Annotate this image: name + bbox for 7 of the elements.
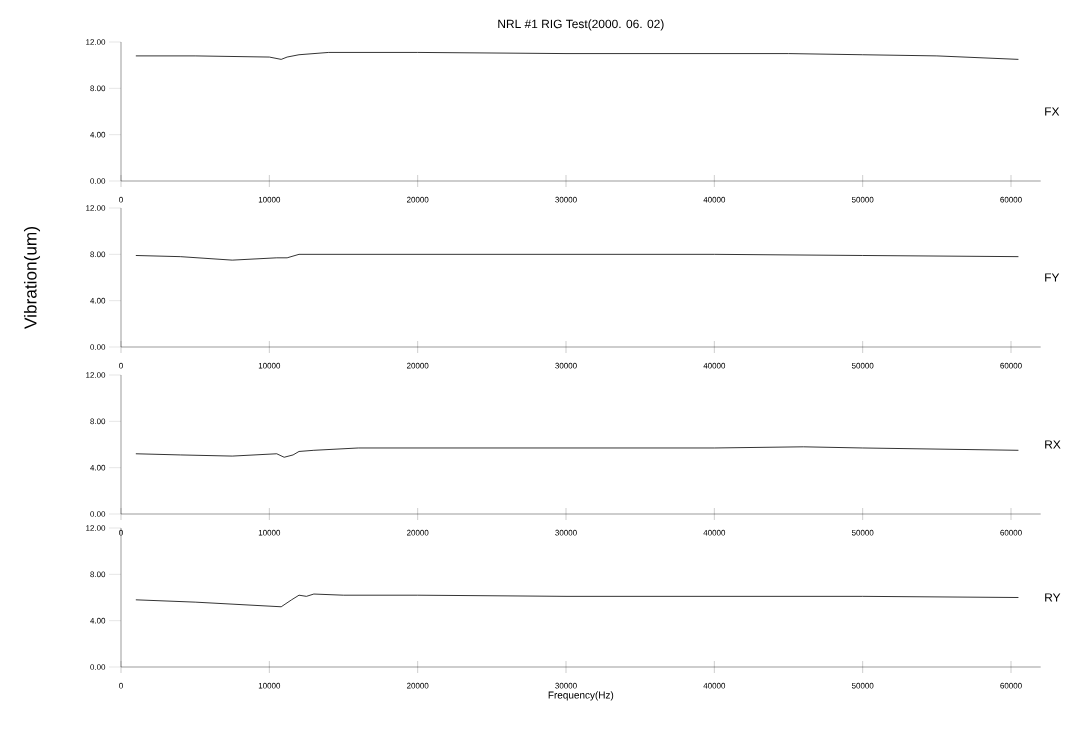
x-axis-title: Frequency(Hz) [548, 691, 614, 701]
text: FY [1045, 273, 1060, 282]
y-axis-title: Vibration(um) [23, 227, 41, 329]
text: RX [1045, 440, 1061, 449]
text: RY [1045, 593, 1061, 602]
chart-title: NRL #1 RIG Test(2000. 06. 02) [498, 19, 664, 31]
text: FX [1045, 107, 1060, 116]
